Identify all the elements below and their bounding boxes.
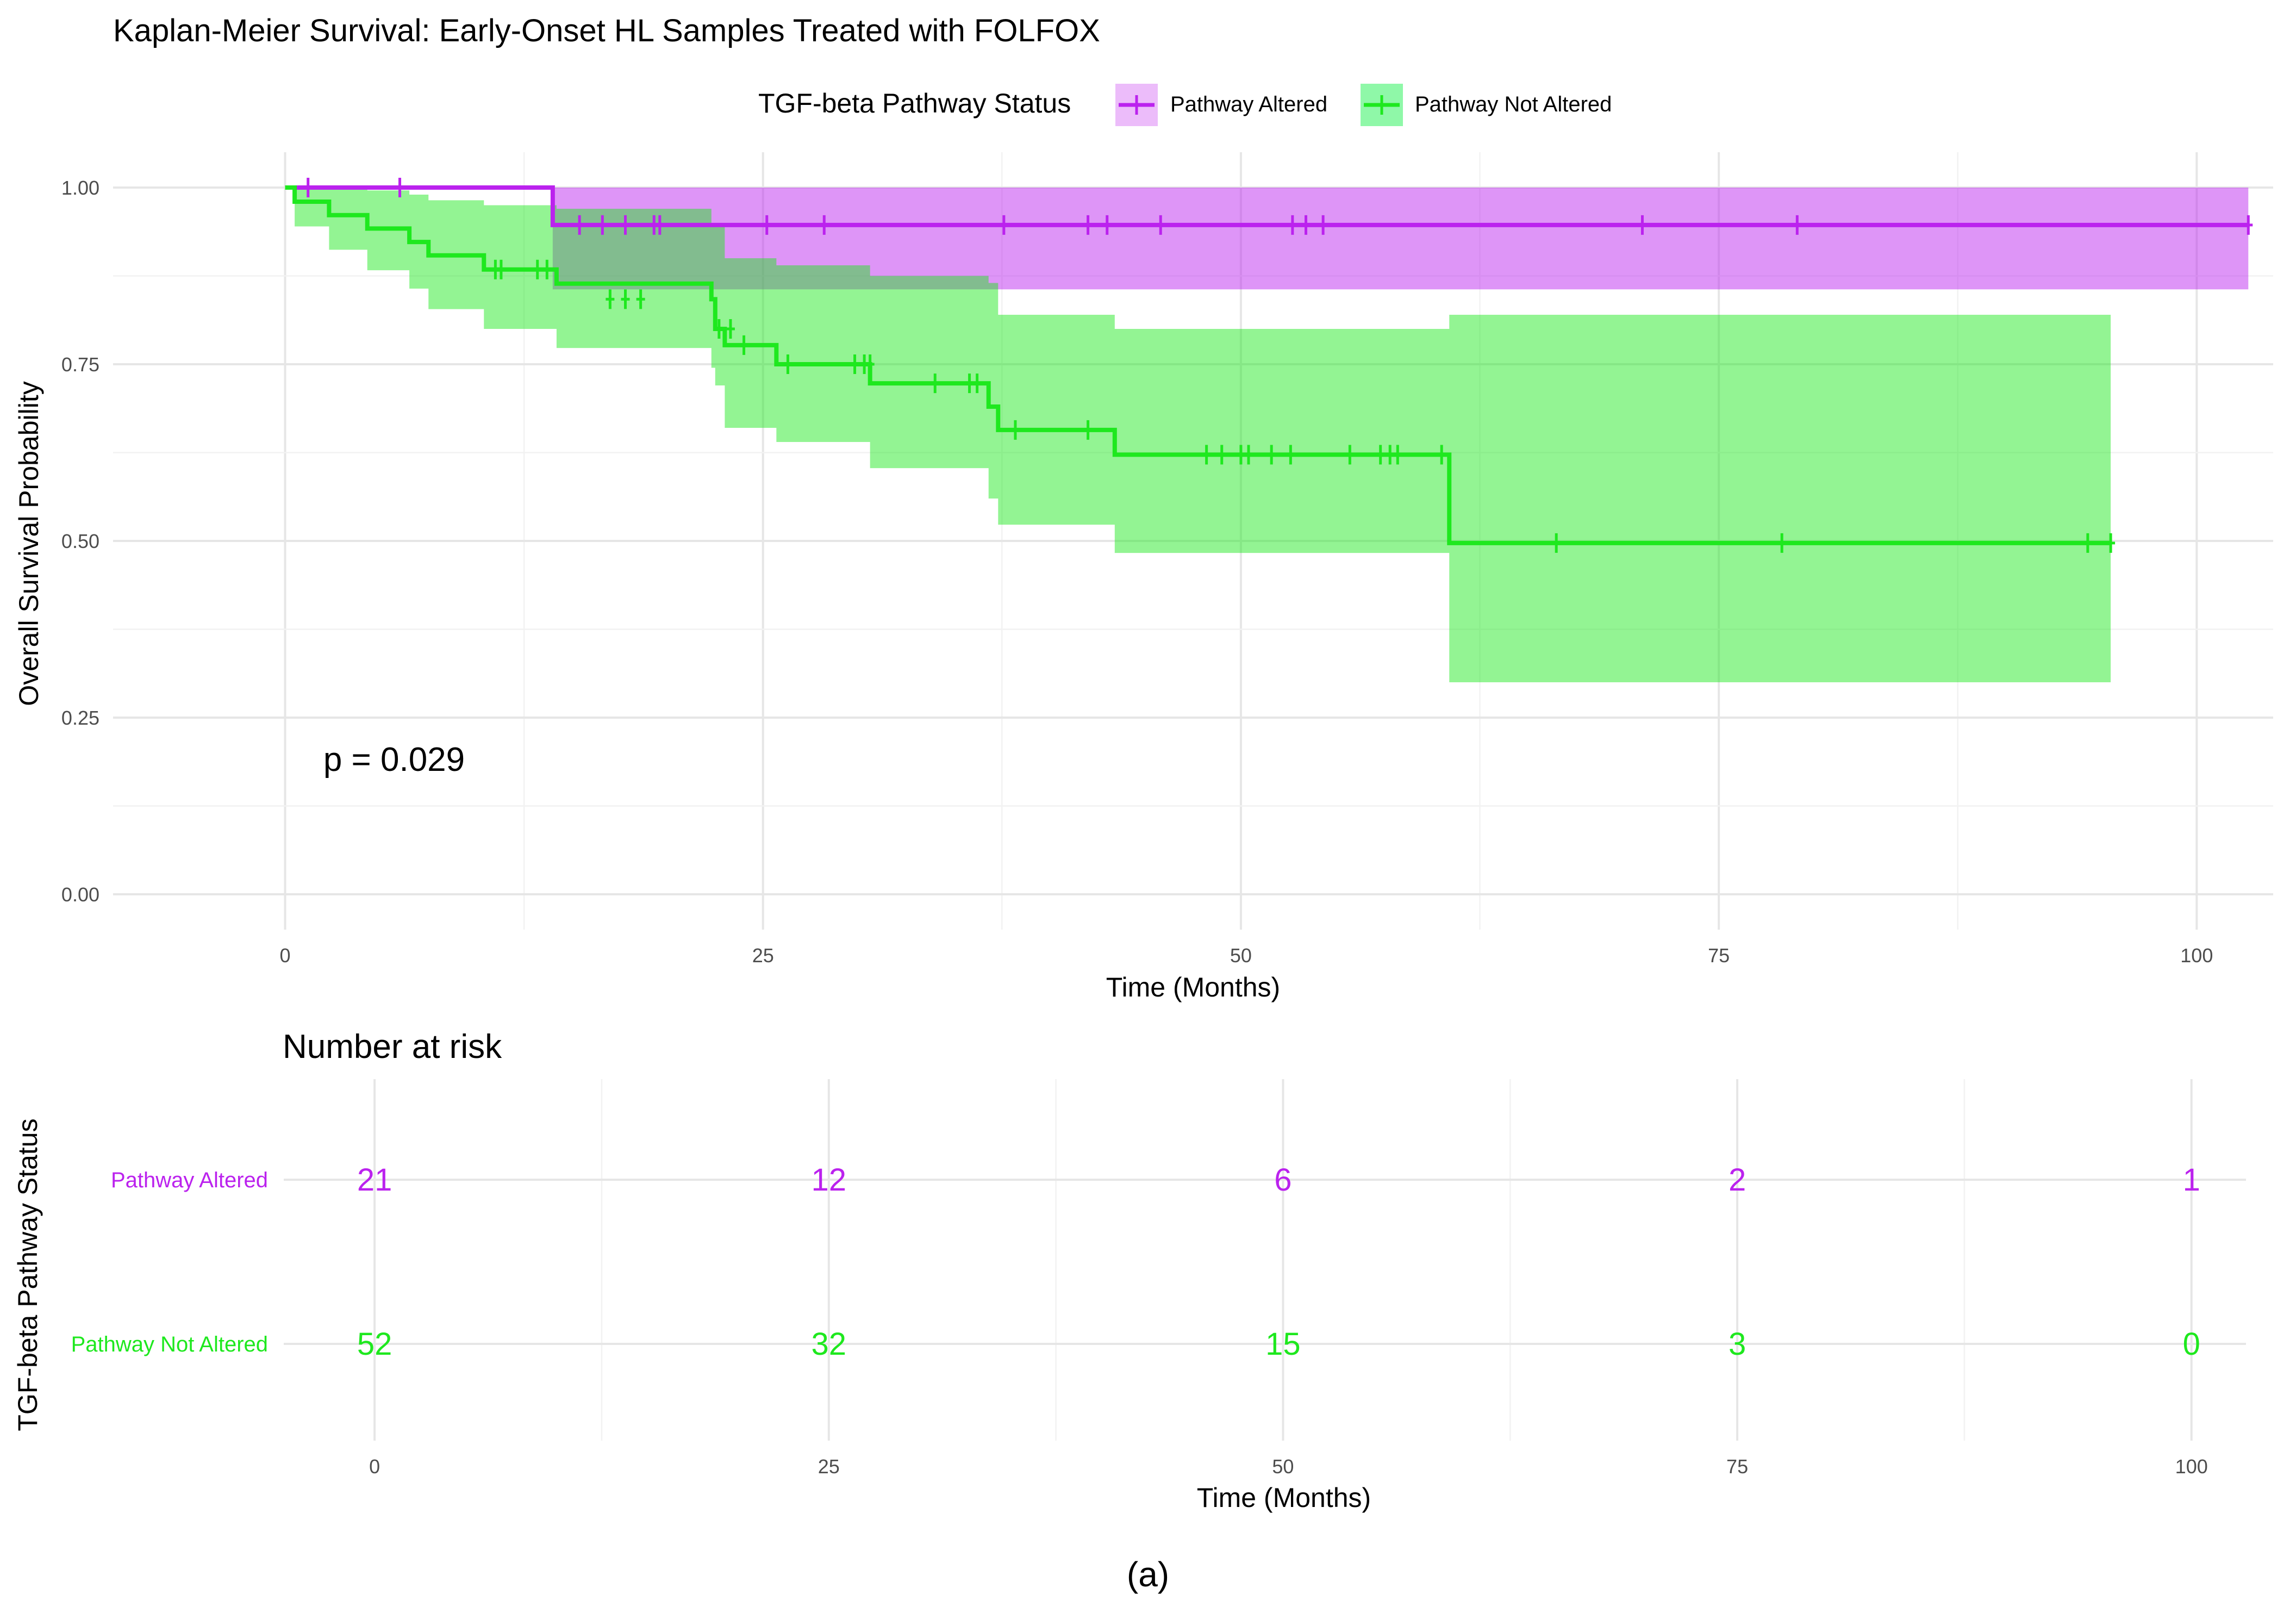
risk-cell-pathway-altered: 21 xyxy=(357,1162,392,1198)
risk-table-tick-labels: 0 25 50 75 100 xyxy=(369,1455,2208,1478)
legend-label-pathway-not-altered: Pathway Not Altered xyxy=(1415,92,1612,116)
x-tick-label: 100 xyxy=(2180,944,2213,967)
risk-cell-pathway-altered: 12 xyxy=(812,1162,847,1198)
ci-band-pathway-altered xyxy=(285,188,2249,290)
y-tick-label: 0.25 xyxy=(61,707,99,729)
confidence-bands xyxy=(285,188,2249,682)
risk-cell-pathway-not-altered: 0 xyxy=(2183,1326,2200,1362)
y-tick-label: 0.00 xyxy=(61,883,99,906)
x-tick-label: 50 xyxy=(1230,944,1252,967)
survival-plot: 0 25 50 75 100 0.00 0.25 0.50 0.75 1.00 xyxy=(61,152,2273,967)
legend: TGF-beta Pathway Status Pathway Altered … xyxy=(758,84,1612,126)
risk-cell-pathway-altered: 2 xyxy=(1729,1162,1746,1198)
risk-cell-pathway-not-altered: 3 xyxy=(1729,1326,1746,1362)
risk-cell-pathway-not-altered: 15 xyxy=(1265,1326,1301,1362)
x-tick-label: 25 xyxy=(752,944,774,967)
survival-line-pathway-altered xyxy=(285,185,2249,227)
legend-label-pathway-altered: Pathway Altered xyxy=(1170,92,1327,116)
legend-key-pathway-not-altered xyxy=(1361,84,1403,126)
risk-table-x-axis-title: Time (Months) xyxy=(1197,1483,1371,1513)
risk-x-tick-label: 0 xyxy=(369,1455,380,1478)
x-tick-label: 75 xyxy=(1708,944,1730,967)
risk-row-label-pathway-altered: Pathway Altered xyxy=(111,1168,268,1192)
risk-x-tick-label: 75 xyxy=(1726,1455,1748,1478)
legend-title: TGF-beta Pathway Status xyxy=(758,88,1071,119)
risk-row-label-pathway-not-altered: Pathway Not Altered xyxy=(71,1332,268,1356)
risk-cell-pathway-altered: 1 xyxy=(2183,1162,2200,1198)
risk-cell-pathway-not-altered: 32 xyxy=(812,1326,847,1362)
p-value-annotation: p = 0.029 xyxy=(323,741,465,778)
risk-x-tick-label: 50 xyxy=(1272,1455,1294,1478)
legend-key-pathway-altered xyxy=(1115,84,1158,126)
risk-cell-pathway-altered: 6 xyxy=(1274,1162,1292,1198)
survival-line-pathway-not-altered xyxy=(285,185,2111,545)
figure-label: (a) xyxy=(1127,1555,1169,1594)
risk-cell-pathway-not-altered: 52 xyxy=(357,1326,392,1362)
survival-curves xyxy=(285,185,2249,545)
risk-table: 21 12 6 2 152 32 15 3 0 0 25 50 75 100 xyxy=(284,1079,2246,1478)
x-tick-label: 0 xyxy=(279,944,290,967)
x-axis-title: Time (Months) xyxy=(1106,972,1280,1002)
censor-marks xyxy=(303,178,2253,553)
risk-x-tick-label: 100 xyxy=(2175,1455,2208,1478)
axis-tick-labels: 0 25 50 75 100 0.00 0.25 0.50 0.75 1.00 xyxy=(61,177,2213,967)
y-axis-title: Overall Survival Probability xyxy=(14,381,44,706)
risk-table-title: Number at risk xyxy=(283,1028,502,1066)
risk-x-tick-label: 25 xyxy=(818,1455,840,1478)
ci-band-pathway-not-altered xyxy=(285,188,2111,682)
risk-table-y-axis-title: TGF-beta Pathway Status xyxy=(13,1118,43,1431)
risk-table-cells: 21 12 6 2 152 32 15 3 0 xyxy=(357,1162,2200,1362)
y-tick-label: 0.50 xyxy=(61,530,99,552)
risk-table-grid xyxy=(284,1079,2246,1441)
chart-title: Kaplan-Meier Survival: Early-Onset HL Sa… xyxy=(113,13,1100,48)
y-tick-label: 0.75 xyxy=(61,353,99,376)
y-tick-label: 1.00 xyxy=(61,177,99,199)
